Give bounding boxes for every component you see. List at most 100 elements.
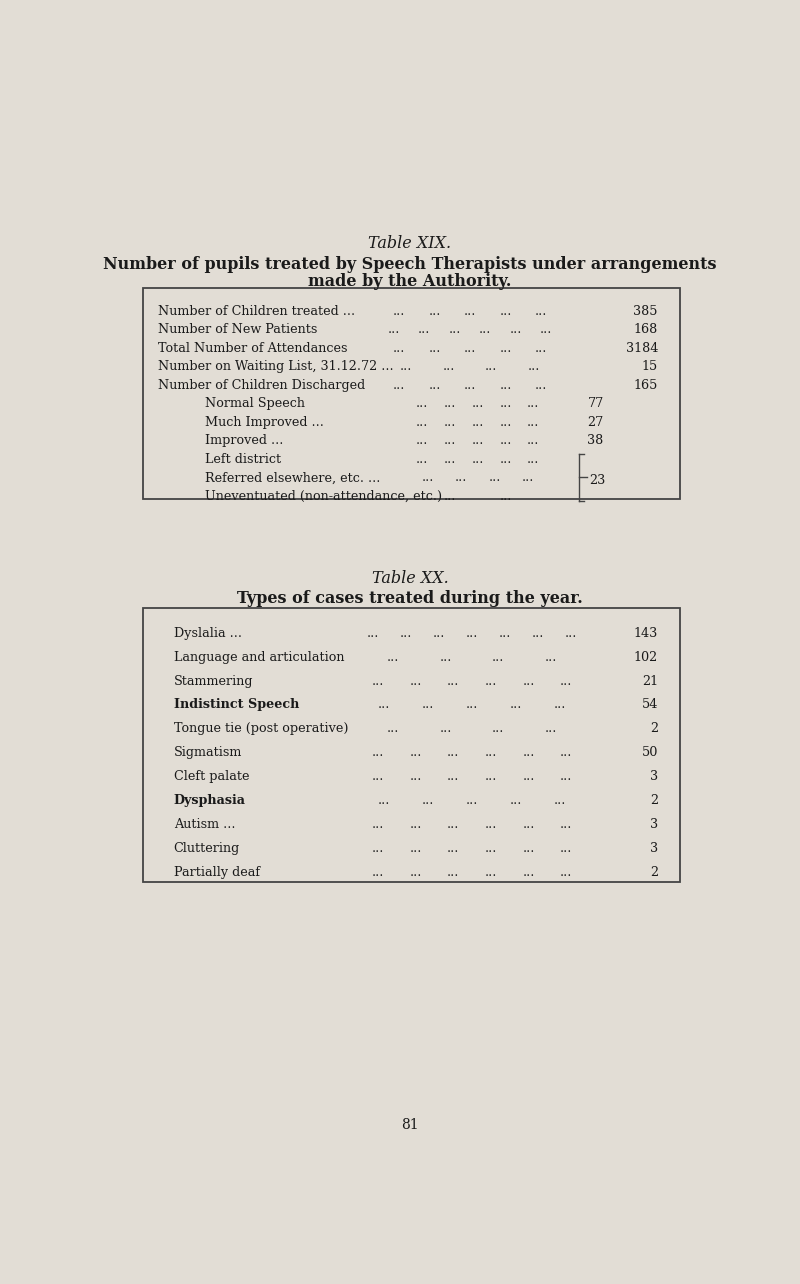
Text: Referred elsewhere, etc. ...: Referred elsewhere, etc. ... — [205, 471, 380, 484]
Text: 77: 77 — [587, 398, 604, 411]
Text: 81: 81 — [401, 1118, 419, 1132]
Text: Much Improved ...: Much Improved ... — [205, 416, 323, 429]
Text: Number of pupils treated by Speech Therapists under arrangements: Number of pupils treated by Speech Thera… — [103, 257, 717, 273]
Text: ...: ... — [472, 398, 484, 411]
Text: ...: ... — [522, 746, 534, 759]
Text: ...: ... — [410, 770, 422, 783]
Text: ...: ... — [485, 361, 498, 374]
Text: ...: ... — [400, 627, 412, 639]
Text: ...: ... — [464, 379, 476, 392]
Text: ...: ... — [499, 306, 512, 318]
Text: 15: 15 — [642, 361, 658, 374]
Text: ...: ... — [410, 674, 422, 688]
Text: Number of Children treated ...: Number of Children treated ... — [158, 306, 355, 318]
Text: Cleft palate: Cleft palate — [174, 770, 249, 783]
Text: 21: 21 — [642, 674, 658, 688]
Text: ...: ... — [522, 818, 534, 831]
Text: ...: ... — [393, 306, 405, 318]
Bar — [142, 288, 680, 499]
Text: ...: ... — [464, 342, 476, 354]
Text: ...: ... — [535, 306, 547, 318]
Text: ...: ... — [535, 379, 547, 392]
Text: ...: ... — [560, 674, 572, 688]
Text: ...: ... — [472, 453, 484, 466]
Text: Stammering: Stammering — [174, 674, 253, 688]
Text: ...: ... — [372, 746, 384, 759]
Text: Partially deaf: Partially deaf — [174, 865, 260, 878]
Bar — [142, 609, 680, 882]
Text: ...: ... — [485, 746, 497, 759]
Text: ...: ... — [492, 723, 505, 736]
Text: 168: 168 — [634, 324, 658, 336]
Text: ...: ... — [447, 674, 459, 688]
Text: ...: ... — [466, 627, 478, 639]
Text: ...: ... — [447, 818, 459, 831]
Text: ...: ... — [532, 627, 544, 639]
Text: ...: ... — [444, 434, 456, 447]
Text: ...: ... — [466, 794, 478, 806]
Text: ...: ... — [367, 627, 379, 639]
Text: Autism ...: Autism ... — [174, 818, 235, 831]
Text: ...: ... — [444, 489, 456, 503]
Text: 50: 50 — [642, 746, 658, 759]
Text: Language and articulation: Language and articulation — [174, 651, 344, 664]
Text: ...: ... — [499, 489, 512, 503]
Text: 3: 3 — [650, 818, 658, 831]
Text: ...: ... — [560, 746, 572, 759]
Text: Total Number of Attendances: Total Number of Attendances — [158, 342, 348, 354]
Text: ...: ... — [499, 379, 512, 392]
Text: Number on Waiting List, 31.12.72 ...: Number on Waiting List, 31.12.72 ... — [158, 361, 394, 374]
Text: 27: 27 — [587, 416, 604, 429]
Text: ...: ... — [410, 818, 422, 831]
Text: ...: ... — [422, 471, 434, 484]
Text: ...: ... — [416, 434, 429, 447]
Text: ...: ... — [488, 471, 501, 484]
Text: ...: ... — [522, 770, 534, 783]
Text: ...: ... — [386, 723, 399, 736]
Text: ...: ... — [416, 453, 429, 466]
Text: ...: ... — [565, 627, 577, 639]
Text: Sigmatism: Sigmatism — [174, 746, 242, 759]
Text: Dysphasia: Dysphasia — [174, 794, 246, 806]
Text: ...: ... — [479, 324, 491, 336]
Text: ...: ... — [422, 698, 434, 711]
Text: ...: ... — [498, 627, 511, 639]
Text: ...: ... — [378, 698, 390, 711]
Text: ...: ... — [499, 453, 512, 466]
Text: 54: 54 — [642, 698, 658, 711]
Text: ...: ... — [410, 842, 422, 855]
Text: ...: ... — [400, 361, 412, 374]
Text: Improved ...: Improved ... — [205, 434, 283, 447]
Text: ...: ... — [372, 818, 384, 831]
Text: ...: ... — [422, 794, 434, 806]
Text: Tongue tie (post operative): Tongue tie (post operative) — [174, 723, 348, 736]
Text: Table XX.: Table XX. — [372, 570, 448, 587]
Text: ...: ... — [472, 416, 484, 429]
Text: ...: ... — [522, 842, 534, 855]
Text: Indistinct Speech: Indistinct Speech — [174, 698, 299, 711]
Text: ...: ... — [447, 746, 459, 759]
Text: Table XIX.: Table XIX. — [369, 235, 451, 252]
Text: ...: ... — [393, 342, 405, 354]
Text: 3: 3 — [650, 770, 658, 783]
Text: ...: ... — [439, 723, 452, 736]
Text: ...: ... — [447, 770, 459, 783]
Text: ...: ... — [499, 398, 512, 411]
Text: ...: ... — [499, 342, 512, 354]
Text: ...: ... — [527, 434, 539, 447]
Text: ...: ... — [388, 324, 400, 336]
Text: ...: ... — [554, 794, 566, 806]
Text: ...: ... — [447, 865, 459, 878]
Text: made by the Authority.: made by the Authority. — [308, 273, 512, 290]
Text: ...: ... — [510, 324, 522, 336]
Text: ...: ... — [449, 324, 461, 336]
Text: ...: ... — [372, 770, 384, 783]
Text: ...: ... — [444, 416, 456, 429]
Text: 102: 102 — [634, 651, 658, 664]
Text: ...: ... — [428, 342, 441, 354]
Text: ...: ... — [492, 651, 505, 664]
Text: ...: ... — [540, 324, 552, 336]
Text: 143: 143 — [634, 627, 658, 639]
Text: Uneventuated (non-attendance, etc.): Uneventuated (non-attendance, etc.) — [205, 489, 442, 503]
Text: ...: ... — [560, 818, 572, 831]
